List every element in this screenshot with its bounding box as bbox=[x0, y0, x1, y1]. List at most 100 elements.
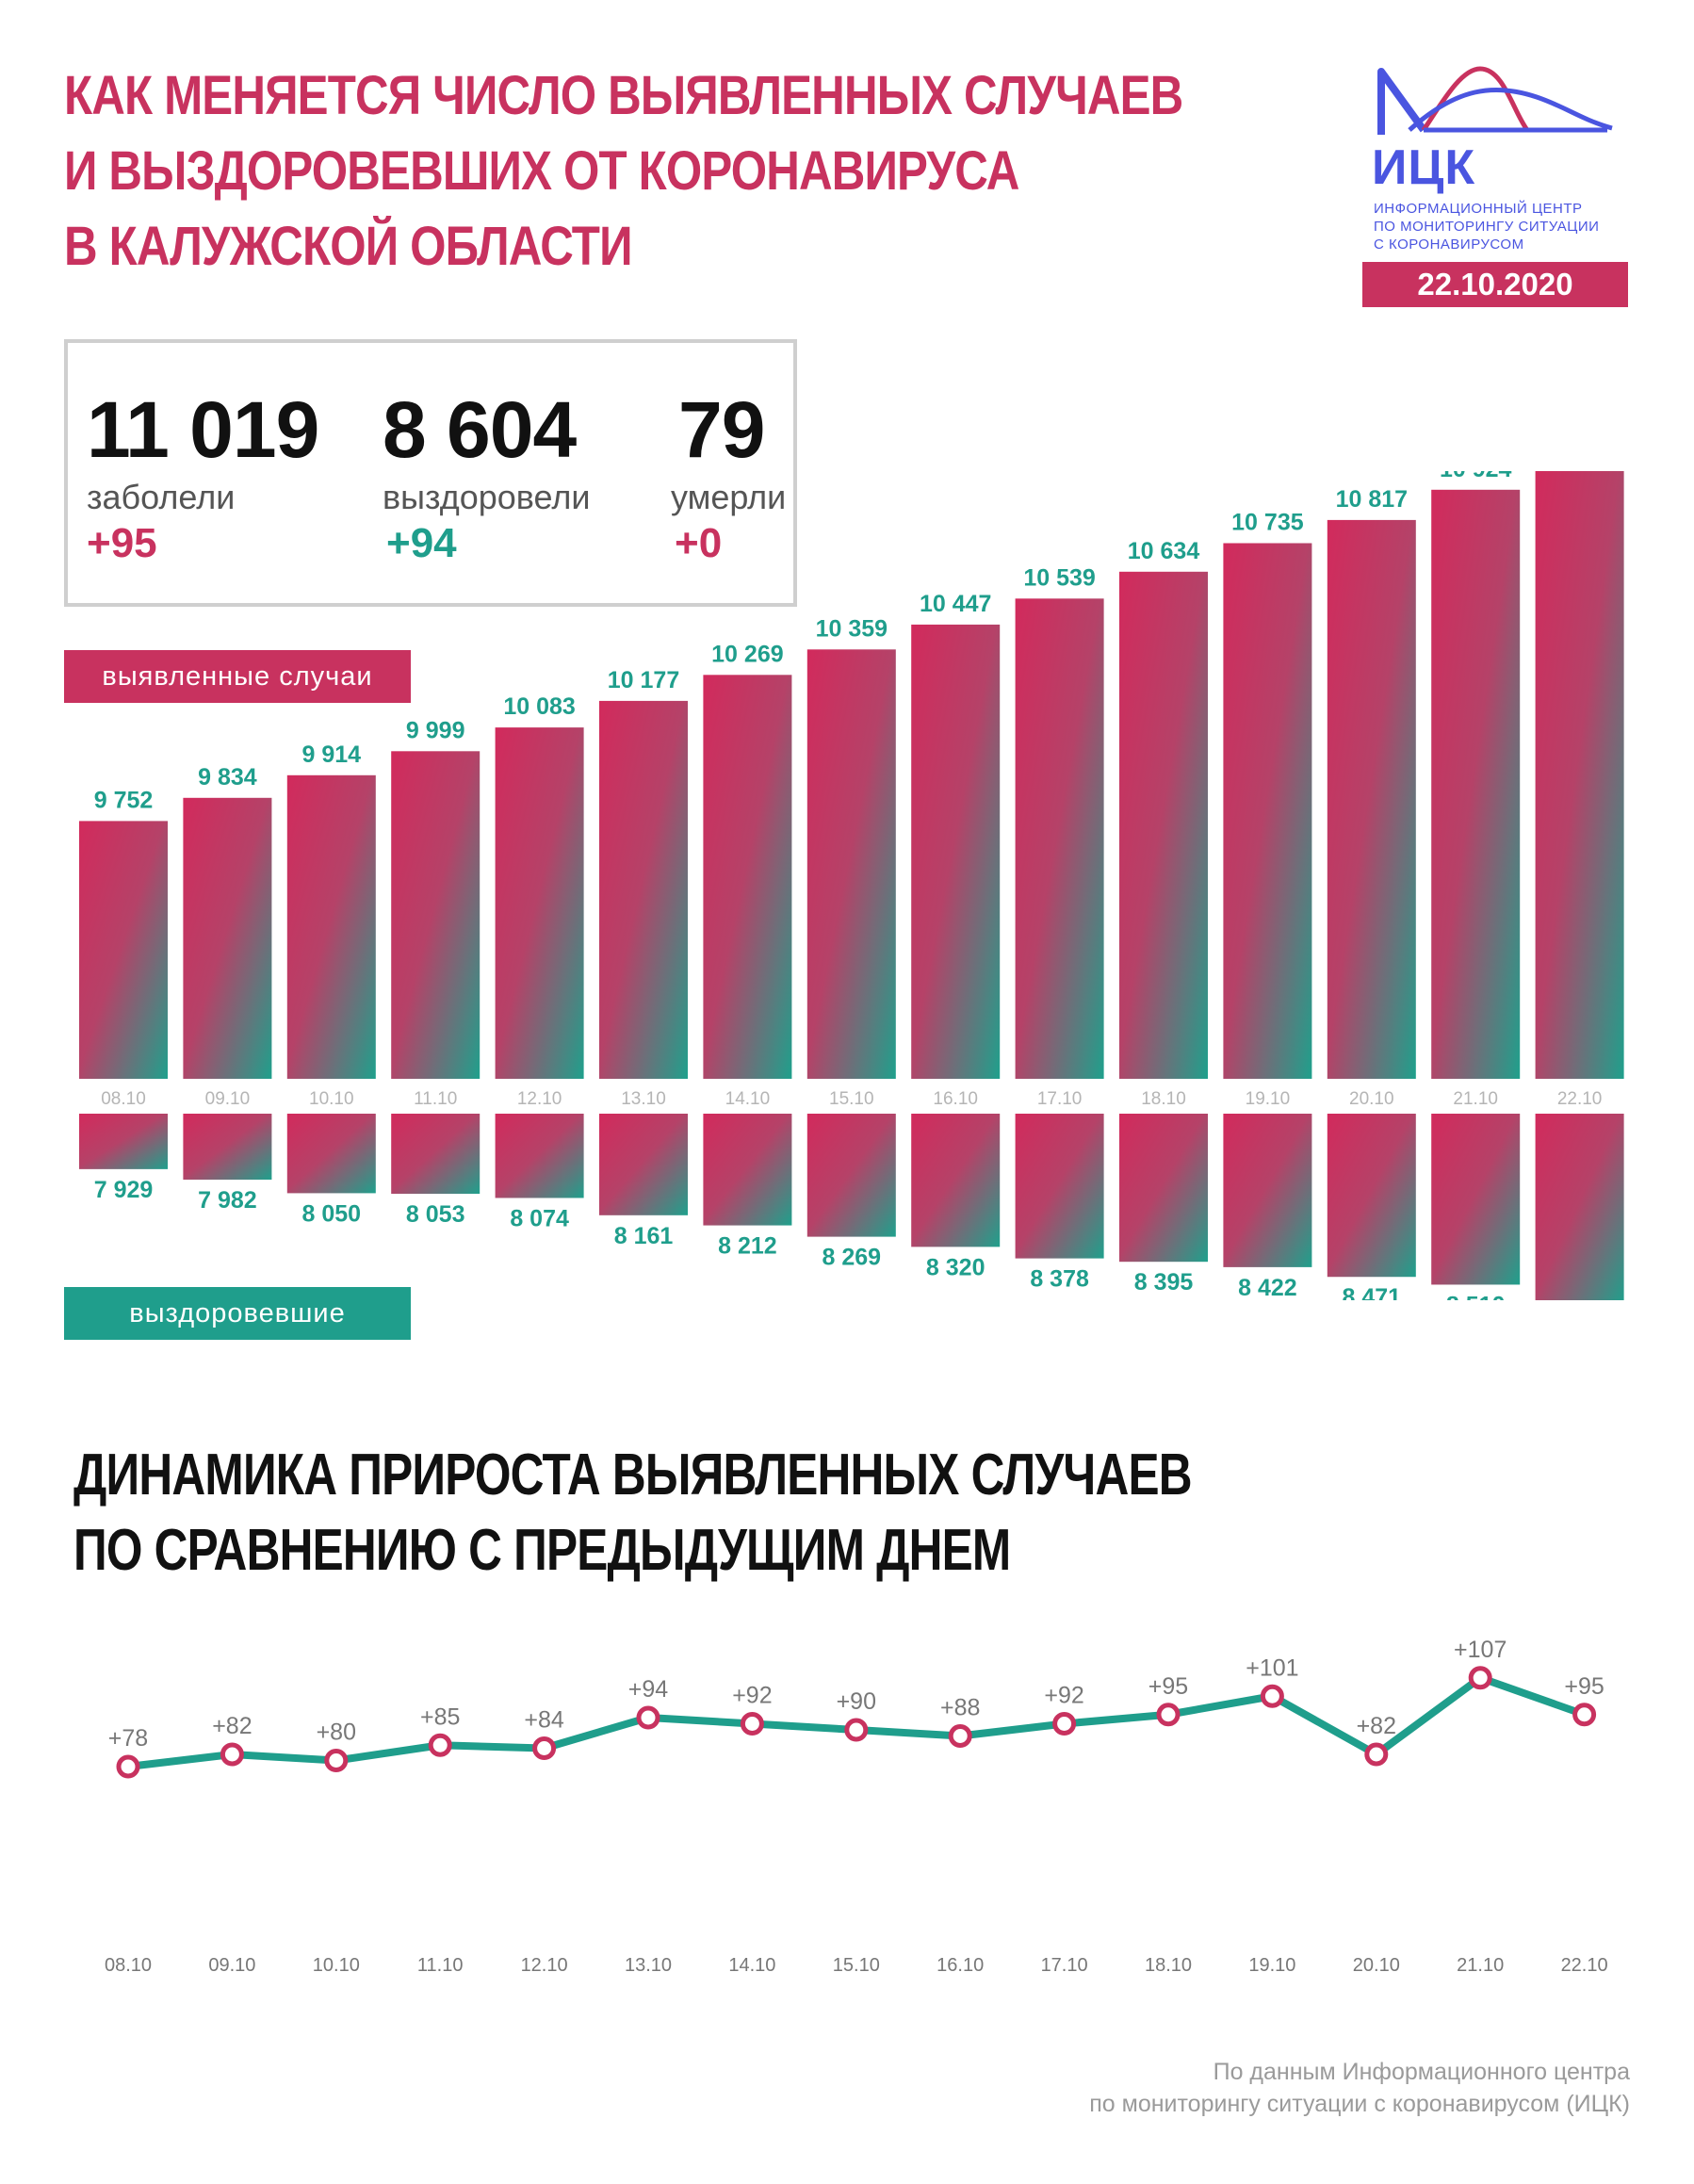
line-date-label: 08.10 bbox=[105, 1955, 152, 1976]
bar-date-label: 10.10 bbox=[309, 1089, 354, 1109]
logo-subtitle-line: по мониторингу ситуации bbox=[1374, 219, 1600, 235]
bar-cases-value-label: 10 447 bbox=[920, 591, 991, 617]
line-date-label: 10.10 bbox=[313, 1955, 360, 1976]
logo-subtitle-line: с коронавирусом bbox=[1374, 236, 1524, 253]
bar-cases-value-label: 10 177 bbox=[608, 667, 679, 693]
bar-recovered bbox=[1223, 1114, 1312, 1267]
bar-cases bbox=[806, 649, 896, 1079]
bar-cases-value-label: 10 083 bbox=[503, 693, 575, 720]
stat-recovered-label: выздоровели bbox=[383, 478, 591, 516]
line-point bbox=[1468, 1666, 1492, 1690]
line-point-label: +90 bbox=[837, 1688, 876, 1715]
stat-cases-value: 11 019 bbox=[87, 385, 319, 474]
stat-recovered-value: 8 604 bbox=[383, 385, 577, 474]
bar-cases-value-label: 10 634 bbox=[1128, 538, 1200, 564]
line-point-label: +78 bbox=[108, 1725, 148, 1752]
bar-cases-value-label: 10 735 bbox=[1231, 510, 1304, 536]
bar-cases bbox=[1431, 489, 1521, 1079]
line-point bbox=[532, 1736, 557, 1760]
line-point bbox=[1052, 1712, 1077, 1736]
section2-title-line-2: ПО СРАВНЕНИЮ С ПРЕДЫДУЩИМ ДНЕМ bbox=[73, 1518, 1011, 1583]
line-point-label: +92 bbox=[1044, 1683, 1083, 1709]
line-point bbox=[116, 1754, 140, 1779]
stats-summary-box: 11 019 заболели +95 8 604 выздоровели +9… bbox=[64, 339, 797, 607]
bar-recovered bbox=[1119, 1114, 1208, 1263]
bar-cases bbox=[599, 700, 688, 1079]
line-point bbox=[636, 1705, 660, 1730]
bar-recovered-value-label: 8 320 bbox=[926, 1254, 985, 1280]
line-date-label: 16.10 bbox=[937, 1955, 984, 1976]
bar-recovered-value-label: 8 510 bbox=[1446, 1292, 1506, 1300]
bar-cases bbox=[703, 675, 792, 1079]
bar-date-label: 18.10 bbox=[1141, 1089, 1186, 1109]
bar-cases-value-label: 10 817 bbox=[1336, 486, 1408, 513]
bar-date-label: 20.10 bbox=[1349, 1089, 1394, 1109]
line-chart: +78 08.10 +82 09.10 +80 10.10 +85 11.10 +84 12.10… bbox=[105, 1637, 1608, 1976]
stat-deaths-value: 79 bbox=[678, 385, 765, 474]
bar-cases-value-label: 10 359 bbox=[816, 615, 888, 642]
line-date-label: 09.10 bbox=[208, 1955, 255, 1976]
bar-cases bbox=[1119, 571, 1208, 1079]
footer-line: по мониторингу ситуации с коронавирусом … bbox=[1089, 2091, 1630, 2117]
line-point bbox=[844, 1718, 869, 1742]
line-point bbox=[324, 1749, 349, 1772]
logo-wave-icon bbox=[1377, 66, 1613, 135]
line-date-label: 22.10 bbox=[1561, 1955, 1608, 1976]
bar-recovered-value-label: 8 269 bbox=[823, 1245, 882, 1271]
bar-date-label: 21.10 bbox=[1453, 1089, 1498, 1109]
logo-subtitle-line: Информационный центр bbox=[1374, 201, 1583, 217]
bar-date-label: 17.10 bbox=[1037, 1089, 1083, 1109]
legend-recovered-badge: выздоровевшие bbox=[64, 1287, 411, 1340]
bar-recovered-value-label: 7 982 bbox=[198, 1187, 257, 1214]
line-point bbox=[1364, 1742, 1389, 1767]
bar-recovered bbox=[1535, 1114, 1624, 1300]
bar-cases-value-label: 10 269 bbox=[711, 641, 783, 667]
bar-cases bbox=[391, 751, 481, 1079]
legend-cases-badge: выявленные случаи bbox=[64, 650, 411, 703]
bar-cases bbox=[495, 727, 584, 1079]
bar-date-label: 12.10 bbox=[517, 1089, 562, 1109]
bar-recovered-value-label: 8 212 bbox=[718, 1233, 777, 1260]
line-point-label: +84 bbox=[524, 1707, 564, 1734]
line-point bbox=[428, 1733, 452, 1757]
bar-date-label: 22.10 bbox=[1557, 1089, 1603, 1109]
date-badge: 22.10.2020 bbox=[1362, 262, 1628, 307]
bar-cases-value-label: 10 539 bbox=[1023, 564, 1095, 591]
line-date-label: 17.10 bbox=[1041, 1955, 1088, 1976]
bar-chart: 9 752 08.10 7 929 9 834 09.10 7 982 9 914 10.10… bbox=[79, 471, 1624, 1300]
bar-cases bbox=[911, 624, 1001, 1079]
page-title-line-1: КАК МЕНЯЕТСЯ ЧИСЛО ВЫЯВЛЕННЫХ СЛУЧАЕВ bbox=[64, 65, 1183, 126]
stat-cases-delta: +95 bbox=[87, 520, 157, 566]
bar-cases-value-label: 9 999 bbox=[406, 717, 465, 743]
bar-recovered-value-label: 8 395 bbox=[1134, 1269, 1194, 1296]
bar-recovered bbox=[1327, 1114, 1416, 1278]
stat-deaths-delta: +0 bbox=[675, 520, 723, 566]
bar-recovered-value-label: 7 929 bbox=[94, 1177, 154, 1203]
bar-recovered-value-label: 8 050 bbox=[302, 1200, 362, 1227]
bar-cases-value-label: 9 914 bbox=[302, 742, 362, 768]
bar-recovered bbox=[495, 1114, 584, 1198]
itsk-logo: ИЦК Информационный центр по мониторингу … bbox=[1372, 64, 1645, 309]
line-date-label: 12.10 bbox=[521, 1955, 568, 1976]
bar-cases bbox=[1223, 543, 1312, 1079]
source-footer: По данным Информационного центра по мони… bbox=[1089, 2056, 1630, 2120]
page-title-line-2: И ВЫЗДОРОВЕВШИХ ОТ КОРОНАВИРУСА bbox=[64, 140, 1019, 202]
bar-cases bbox=[1015, 598, 1104, 1079]
bar-recovered bbox=[599, 1114, 688, 1215]
bar-recovered bbox=[79, 1114, 168, 1169]
line-point-label: +94 bbox=[628, 1676, 669, 1703]
bar-recovered bbox=[286, 1114, 376, 1194]
page-title-line-3: В КАЛУЖСКОЙ ОБЛАСТИ bbox=[64, 216, 633, 277]
line-date-label: 15.10 bbox=[833, 1955, 880, 1976]
bar-recovered bbox=[1015, 1114, 1104, 1259]
bar-cases bbox=[286, 774, 376, 1079]
bar-recovered-value-label: 8 074 bbox=[510, 1205, 569, 1231]
bar-date-label: 11.10 bbox=[414, 1089, 457, 1109]
line-point bbox=[948, 1724, 972, 1748]
stat-recovered: 8 604 выздоровели +94 bbox=[383, 390, 590, 569]
line-point bbox=[1572, 1703, 1597, 1727]
bar-date-label: 14.10 bbox=[725, 1089, 771, 1109]
bar-date-label: 19.10 bbox=[1246, 1089, 1291, 1109]
stat-recovered-delta: +94 bbox=[386, 520, 457, 566]
bar-cases bbox=[79, 821, 168, 1079]
